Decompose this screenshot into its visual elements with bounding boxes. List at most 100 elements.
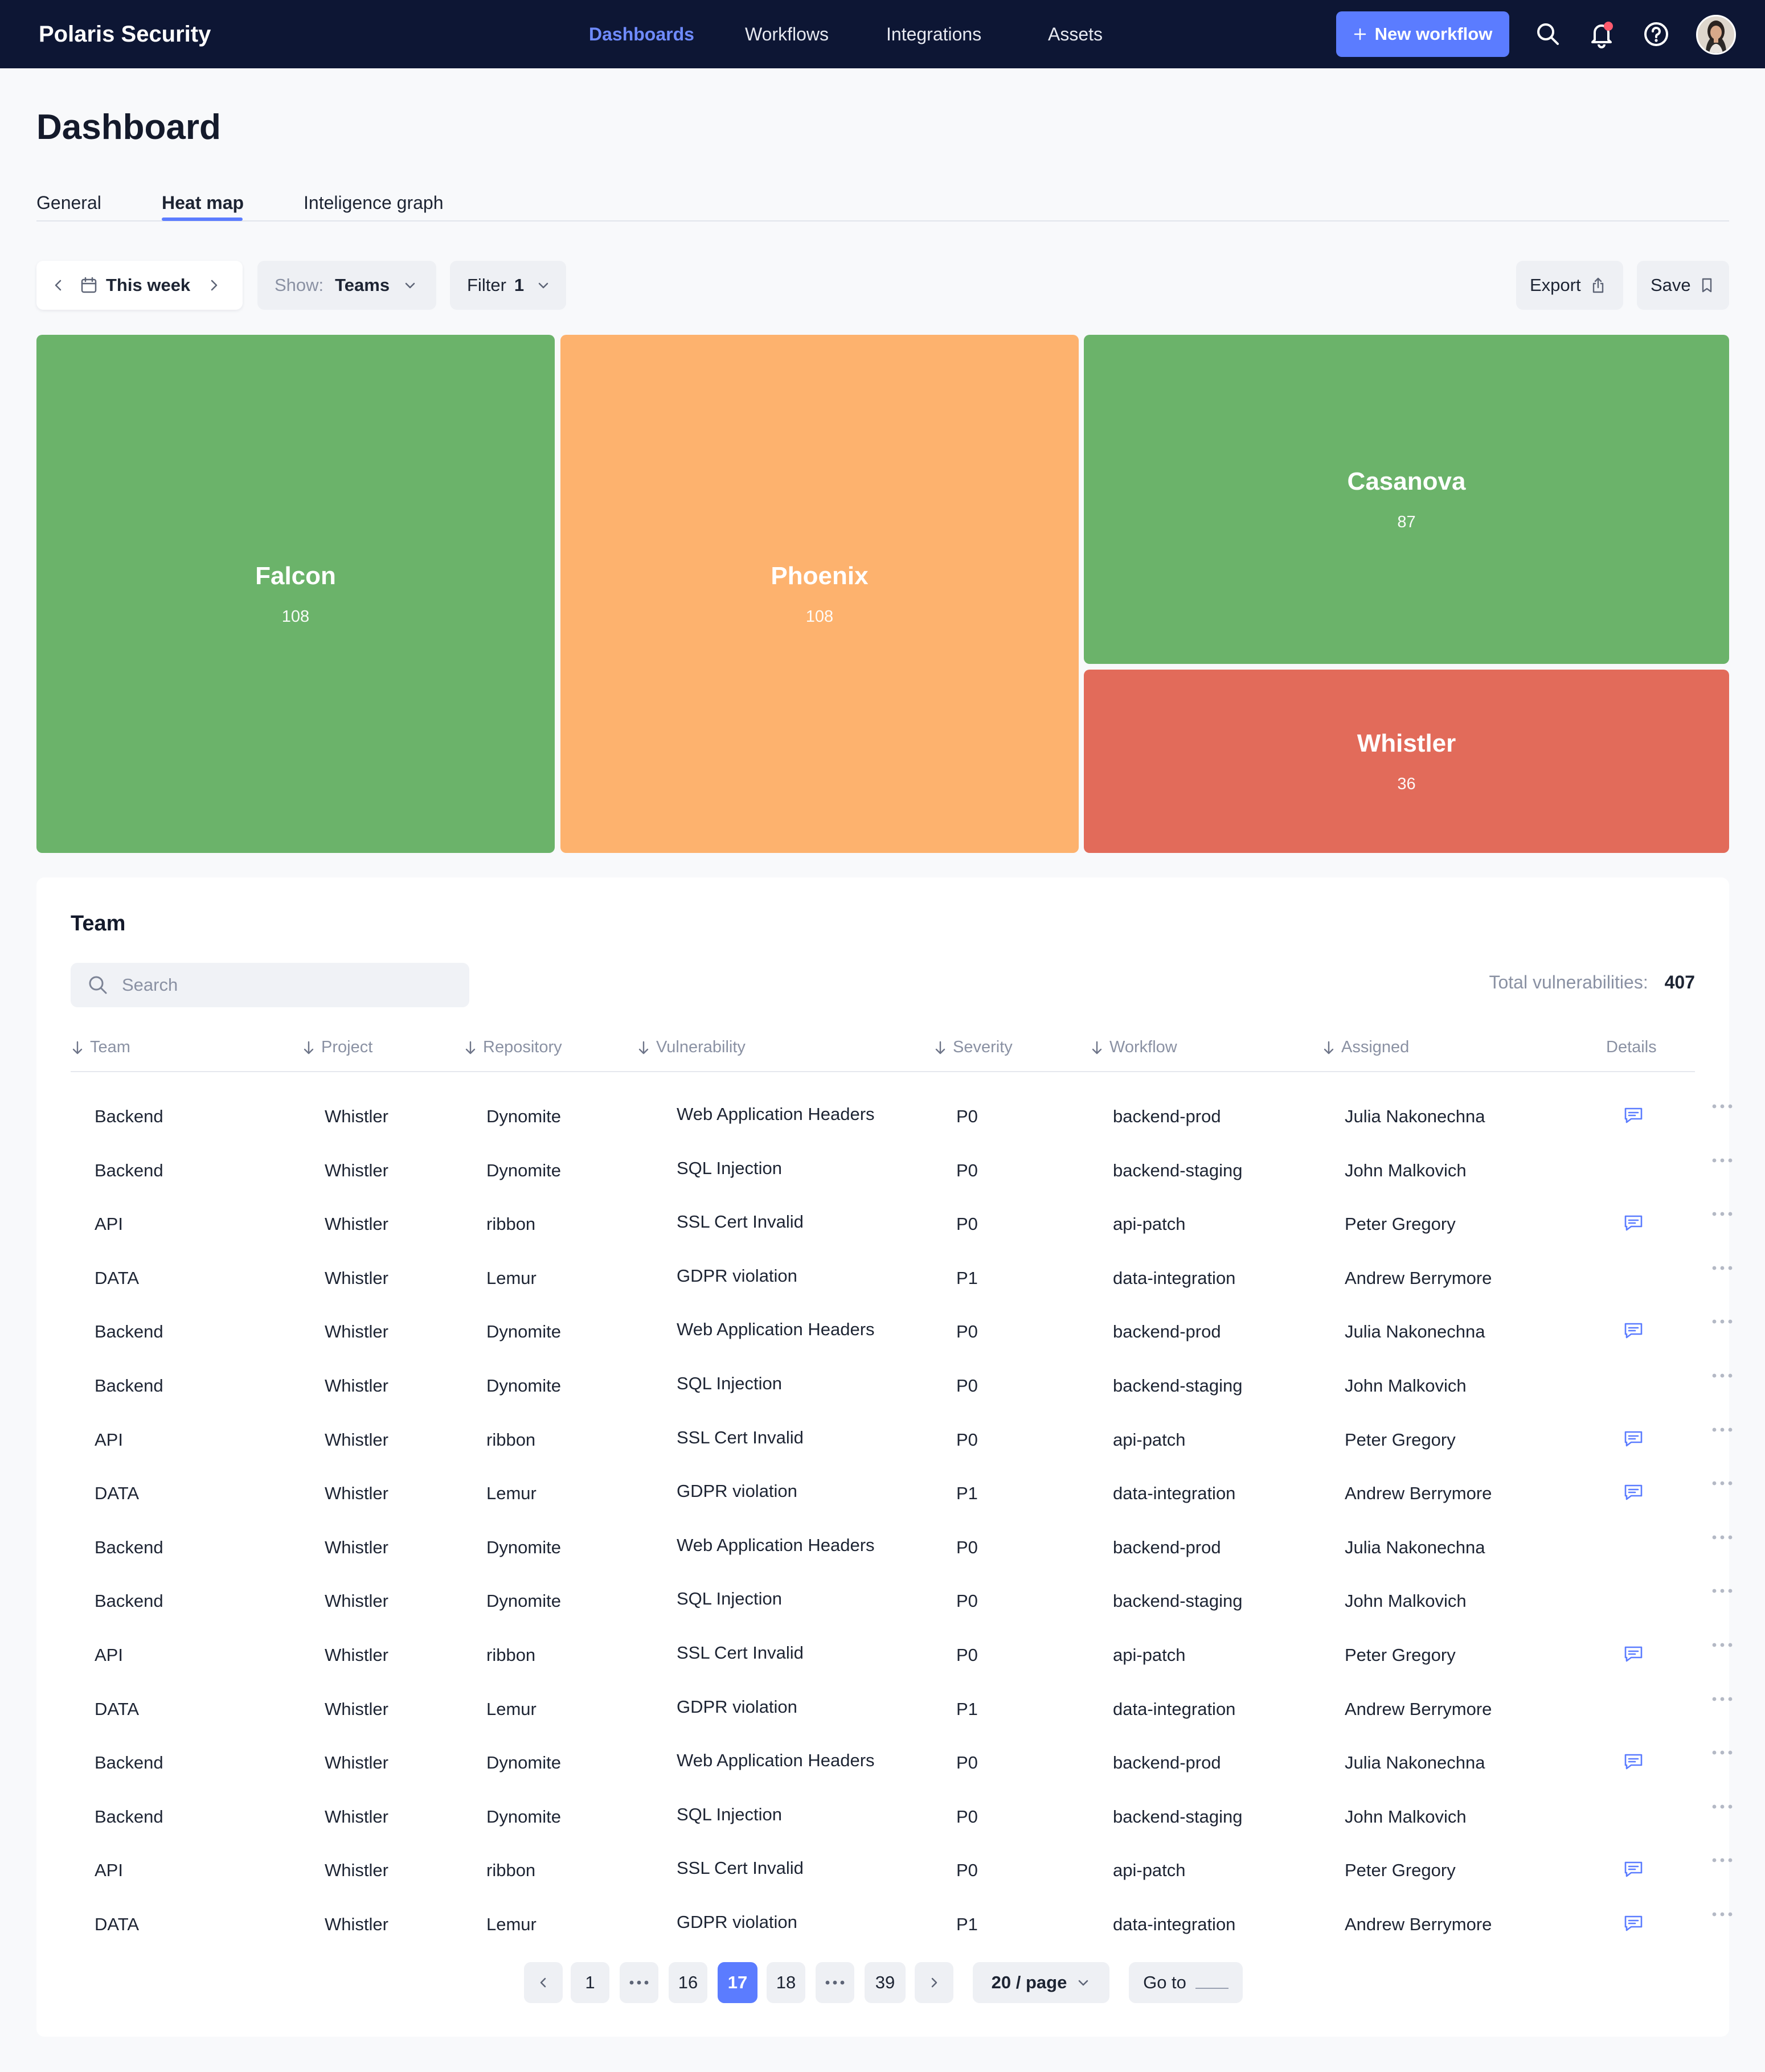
tile-value: 87	[1397, 512, 1416, 531]
page-1-button[interactable]: 1	[571, 1962, 609, 2003]
prev-page-button[interactable]	[524, 1962, 563, 2003]
filter-dropdown[interactable]: Filter 1	[450, 261, 566, 310]
table-row[interactable]: Backend Whistler Dynomite Web Application H…	[71, 1520, 1733, 1574]
more-options-icon[interactable]	[1711, 1693, 1734, 1705]
column-header-severity[interactable]: Severity	[933, 1038, 1013, 1057]
more-options-icon[interactable]	[1711, 1424, 1734, 1435]
table-row[interactable]: Backend Whistler Dynomite Web Application H…	[71, 1735, 1733, 1789]
more-options-icon[interactable]	[1711, 1801, 1734, 1812]
next-page-button[interactable]	[915, 1962, 953, 2003]
comment-icon[interactable]	[1623, 1214, 1644, 1232]
page-18-button[interactable]: 18	[767, 1962, 805, 2003]
table-row[interactable]: DATA Whistler Lemur GDPR violation P1 data-in…	[71, 1466, 1733, 1520]
more-options-icon[interactable]	[1711, 1101, 1734, 1112]
page-17-button[interactable]: 17	[718, 1962, 757, 2003]
table-row[interactable]: Backend Whistler Dynomite SQL Injection P0 ba…	[71, 1359, 1733, 1412]
comment-icon[interactable]	[1623, 1106, 1644, 1125]
show-dropdown[interactable]: Show: Teams	[257, 261, 436, 310]
table-row[interactable]: API Whistler ribbon SSL Cert Invalid P0 api-p…	[71, 1413, 1733, 1466]
more-options-icon[interactable]	[1711, 1370, 1734, 1381]
more-options-icon[interactable]	[1711, 1478, 1734, 1489]
tab-inteligence-graph[interactable]: Inteligence graph	[304, 192, 444, 213]
page-16-button[interactable]: 16	[669, 1962, 707, 2003]
avatar[interactable]	[1696, 15, 1736, 55]
more-options-icon[interactable]	[1711, 1155, 1734, 1166]
comment-icon[interactable]	[1623, 1860, 1644, 1878]
more-options-icon[interactable]	[1711, 1316, 1734, 1327]
goto-input-line[interactable]	[1195, 1976, 1228, 1989]
table-row[interactable]: Backend Whistler Dynomite Web Application H…	[71, 1089, 1733, 1143]
table-row[interactable]: DATA Whistler Lemur GDPR violation P1 data-in…	[71, 1682, 1733, 1735]
cell-workflow: backend-prod	[1113, 1537, 1221, 1557]
page-ellipsis[interactable]	[816, 1962, 854, 2003]
column-header-project[interactable]: Project	[302, 1038, 372, 1057]
chevron-left-icon[interactable]	[50, 277, 67, 294]
heatmap-tile-casanova[interactable]: Casanova 87	[1084, 335, 1729, 664]
nav-assets[interactable]: Assets	[1048, 24, 1103, 44]
table-row[interactable]: Backend Whistler Dynomite SQL Injection P0 ba…	[71, 1790, 1733, 1843]
chevron-right-icon[interactable]	[205, 277, 222, 294]
bell-icon[interactable]	[1587, 19, 1616, 49]
cell-vulnerability: Web Application Headers	[677, 1319, 875, 1340]
cell-project: Whistler	[325, 1106, 388, 1126]
total-label: Total vulnerabilities:	[1489, 972, 1648, 992]
column-header-label: Workflow	[1109, 1038, 1177, 1056]
comment-icon[interactable]	[1623, 1430, 1644, 1448]
column-header-details[interactable]: Details	[1606, 1038, 1657, 1057]
table-row[interactable]: API Whistler ribbon SSL Cert Invalid P0 api-p…	[71, 1197, 1733, 1250]
cell-workflow: backend-prod	[1113, 1106, 1221, 1126]
heatmap-tile-whistler[interactable]: Whistler 36	[1084, 670, 1729, 853]
more-horizontal-icon	[825, 1980, 845, 1985]
search-input[interactable]: Search	[71, 963, 469, 1007]
new-workflow-button[interactable]: New workflow	[1336, 11, 1509, 57]
save-button[interactable]: Save	[1637, 261, 1729, 310]
heatmap-tile-falcon[interactable]: Falcon 108	[36, 335, 555, 853]
cell-severity: P0	[956, 1806, 978, 1827]
column-header-assigned[interactable]: Assigned	[1322, 1038, 1409, 1057]
tab-general[interactable]: General	[36, 192, 101, 213]
more-options-icon[interactable]	[1711, 1585, 1734, 1597]
page-39-button[interactable]: 39	[865, 1962, 906, 2003]
more-options-icon[interactable]	[1711, 1909, 1734, 1920]
search-icon[interactable]	[1533, 19, 1563, 49]
table-row[interactable]: API Whistler ribbon SSL Cert Invalid P0 api-p…	[71, 1628, 1733, 1681]
comment-icon[interactable]	[1623, 1322, 1644, 1340]
table-row[interactable]: Backend Whistler Dynomite Web Application H…	[71, 1304, 1733, 1358]
heatmap-tile-phoenix[interactable]: Phoenix 108	[560, 335, 1079, 853]
page-title: Dashboard	[36, 108, 221, 147]
cell-severity: P0	[956, 1753, 978, 1773]
comment-icon[interactable]	[1623, 1645, 1644, 1663]
table-row[interactable]: DATA Whistler Lemur GDPR violation P1 data-in…	[71, 1251, 1733, 1304]
more-options-icon[interactable]	[1711, 1208, 1734, 1220]
goto-page-field[interactable]: Go to	[1129, 1962, 1243, 2003]
column-header-team[interactable]: Team	[71, 1038, 130, 1057]
cell-project: Whistler	[325, 1806, 388, 1827]
period-value[interactable]: This week	[106, 275, 191, 295]
export-button[interactable]: Export	[1516, 261, 1623, 310]
more-options-icon[interactable]	[1711, 1262, 1734, 1274]
more-options-icon[interactable]	[1711, 1532, 1734, 1543]
brand-logo[interactable]: Polaris Security	[39, 22, 211, 47]
nav-workflows[interactable]: Workflows	[745, 24, 829, 44]
page-ellipsis[interactable]	[620, 1962, 658, 2003]
sort-arrow-down-icon	[304, 1041, 314, 1054]
column-header-vulnerability[interactable]: Vulnerability	[637, 1038, 746, 1057]
cell-severity: P0	[956, 1537, 978, 1557]
table-row[interactable]: Backend Whistler Dynomite SQL Injection P0 ba…	[71, 1574, 1733, 1627]
table-row[interactable]: Backend Whistler Dynomite SQL Injection P0 ba…	[71, 1143, 1733, 1197]
nav-integrations[interactable]: Integrations	[886, 24, 982, 44]
nav-dashboards[interactable]: Dashboards	[589, 24, 694, 44]
column-header-repository[interactable]: Repository	[464, 1038, 562, 1057]
more-options-icon[interactable]	[1711, 1639, 1734, 1651]
column-header-workflow[interactable]: Workflow	[1090, 1038, 1177, 1057]
comment-icon[interactable]	[1623, 1914, 1644, 1933]
page-size-select[interactable]: 20 / page	[973, 1962, 1109, 2003]
more-options-icon[interactable]	[1711, 1747, 1734, 1758]
table-row[interactable]: API Whistler ribbon SSL Cert Invalid P0 api-p…	[71, 1843, 1733, 1897]
comment-icon[interactable]	[1623, 1483, 1644, 1501]
more-options-icon[interactable]	[1711, 1854, 1734, 1866]
tab-heat-map[interactable]: Heat map	[162, 192, 244, 213]
help-icon[interactable]	[1641, 19, 1671, 49]
table-row[interactable]: DATA Whistler Lemur GDPR violation P1 data-in…	[71, 1897, 1733, 1951]
comment-icon[interactable]	[1623, 1753, 1644, 1771]
